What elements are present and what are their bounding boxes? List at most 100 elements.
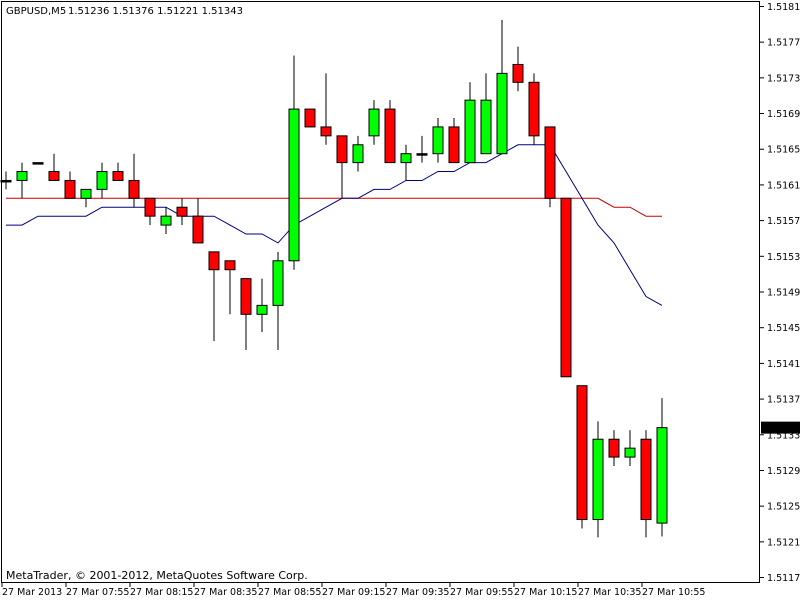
price-tick-label: 1.51175: [767, 573, 800, 584]
candle: [656, 398, 668, 537]
candle: [448, 118, 460, 164]
candle: [640, 430, 652, 538]
candle-body-bull: [592, 438, 604, 521]
candle-body-bull: [256, 304, 268, 315]
price-tick-label: 1.51415: [767, 359, 800, 370]
chart-ohlc: 1.51236 1.51376 1.51221 1.51343: [68, 6, 243, 17]
candle: [416, 135, 428, 163]
candle-body-bull: [432, 126, 444, 155]
price-tick-label: 1.51575: [767, 216, 800, 227]
candle: [64, 171, 76, 199]
candle: [112, 162, 124, 181]
candle-body-bear: [320, 126, 332, 137]
candle: [48, 153, 60, 181]
price-tick-label: 1.51495: [767, 288, 800, 299]
plot-frame: [1, 1, 760, 583]
candle: [304, 108, 316, 128]
candle: [512, 46, 524, 92]
candle: [400, 144, 412, 181]
candle: [144, 197, 156, 226]
candle: [528, 73, 540, 145]
price-tick-label: 1.51335: [767, 430, 800, 441]
candle: [608, 430, 620, 466]
candle: [176, 198, 188, 226]
candle: [208, 251, 220, 342]
candle-body-bear: [304, 108, 316, 128]
candle-body-bull: [80, 188, 92, 199]
candle-body-bull: [288, 108, 300, 262]
time-tick-label: 27 Mar 10:15: [514, 587, 577, 598]
price-tick-label: 1.51695: [767, 109, 800, 120]
price-axis: 1.51815 1.51775 1.51735 1.51695 1.51655 1.516…: [760, 2, 800, 584]
copyright-text: MetaTrader, © 2001-2012, MetaQuotes Soft…: [6, 569, 308, 582]
current-price-tag: 1.51343: [761, 421, 800, 434]
candle-body-bear: [64, 179, 76, 199]
candle: [160, 207, 172, 234]
candle: [32, 162, 44, 165]
candle-body-bear: [608, 438, 620, 458]
candle: [464, 82, 476, 164]
candle: [352, 135, 364, 172]
candle-body-bear: [448, 126, 460, 164]
candle-body-bear: [32, 162, 44, 165]
candle: [624, 430, 636, 466]
candle-body-bear: [112, 171, 124, 181]
candle: [368, 100, 380, 145]
time-tick-label: 27 Mar 07:55: [66, 587, 129, 598]
candle-body-bull: [464, 99, 476, 164]
candle: [592, 421, 604, 538]
candle: [128, 153, 140, 208]
candle: [0, 171, 12, 190]
candle-body-bear: [192, 215, 204, 244]
candle: [320, 73, 332, 145]
time-tick-label: 27 Mar 09:55: [450, 587, 513, 598]
candle: [256, 278, 268, 333]
price-tick-label: 1.51455: [767, 323, 800, 334]
price-tick-label: 1.51815: [767, 2, 800, 13]
candle-body-bear: [128, 179, 140, 199]
candle-body-bull: [96, 171, 108, 190]
price-tick-label: 1.51295: [767, 466, 800, 477]
price-tick-label: 1.51535: [767, 252, 800, 263]
candle-body-bear: [544, 126, 556, 199]
candle-body-bear: [576, 385, 588, 521]
candle-body-bear: [208, 251, 220, 271]
candle: [560, 197, 572, 378]
candle-body-bear: [512, 63, 524, 83]
candle-body-bull: [16, 171, 28, 181]
candle: [96, 162, 108, 199]
candle-body-bear: [416, 153, 428, 156]
price-tick-label: 1.51655: [767, 145, 800, 156]
time-axis: 27 Mar 2013 27 Mar 07:55 27 Mar 08:15 27 Ma…: [1, 582, 705, 598]
candle: [192, 198, 204, 244]
candle: [80, 188, 92, 208]
candle: [16, 162, 28, 199]
price-tick-label: 1.51735: [767, 73, 800, 84]
candles: [0, 19, 668, 538]
candle-body-bear: [240, 278, 252, 315]
candle-body-bear: [144, 197, 156, 217]
time-tick-label: 27 Mar 09:35: [386, 587, 449, 598]
chart-symbol: GBPUSD,M5: [6, 6, 66, 17]
candle-body-bull: [400, 153, 412, 164]
candle: [432, 118, 444, 163]
candle: [496, 19, 508, 155]
candle-body-bull: [496, 72, 508, 155]
time-tick-label: 27 Mar 10:55: [642, 587, 705, 598]
candle: [272, 251, 284, 350]
current-price-label: 1.51343: [764, 423, 800, 434]
price-tick-label: 1.51775: [767, 38, 800, 49]
candle-body-bull: [368, 108, 380, 137]
price-tick-label: 1.51215: [767, 537, 800, 548]
price-tick-label: 1.51615: [767, 180, 800, 191]
candle: [480, 73, 492, 155]
candle-body-bear: [0, 179, 12, 183]
candle-body-bull: [272, 260, 284, 306]
candle-body-bear: [224, 260, 236, 271]
candle: [384, 100, 396, 164]
candle-body-bull: [656, 427, 668, 524]
time-tick-label: 27 Mar 2013: [2, 587, 62, 598]
candle-body-bear: [336, 135, 348, 164]
